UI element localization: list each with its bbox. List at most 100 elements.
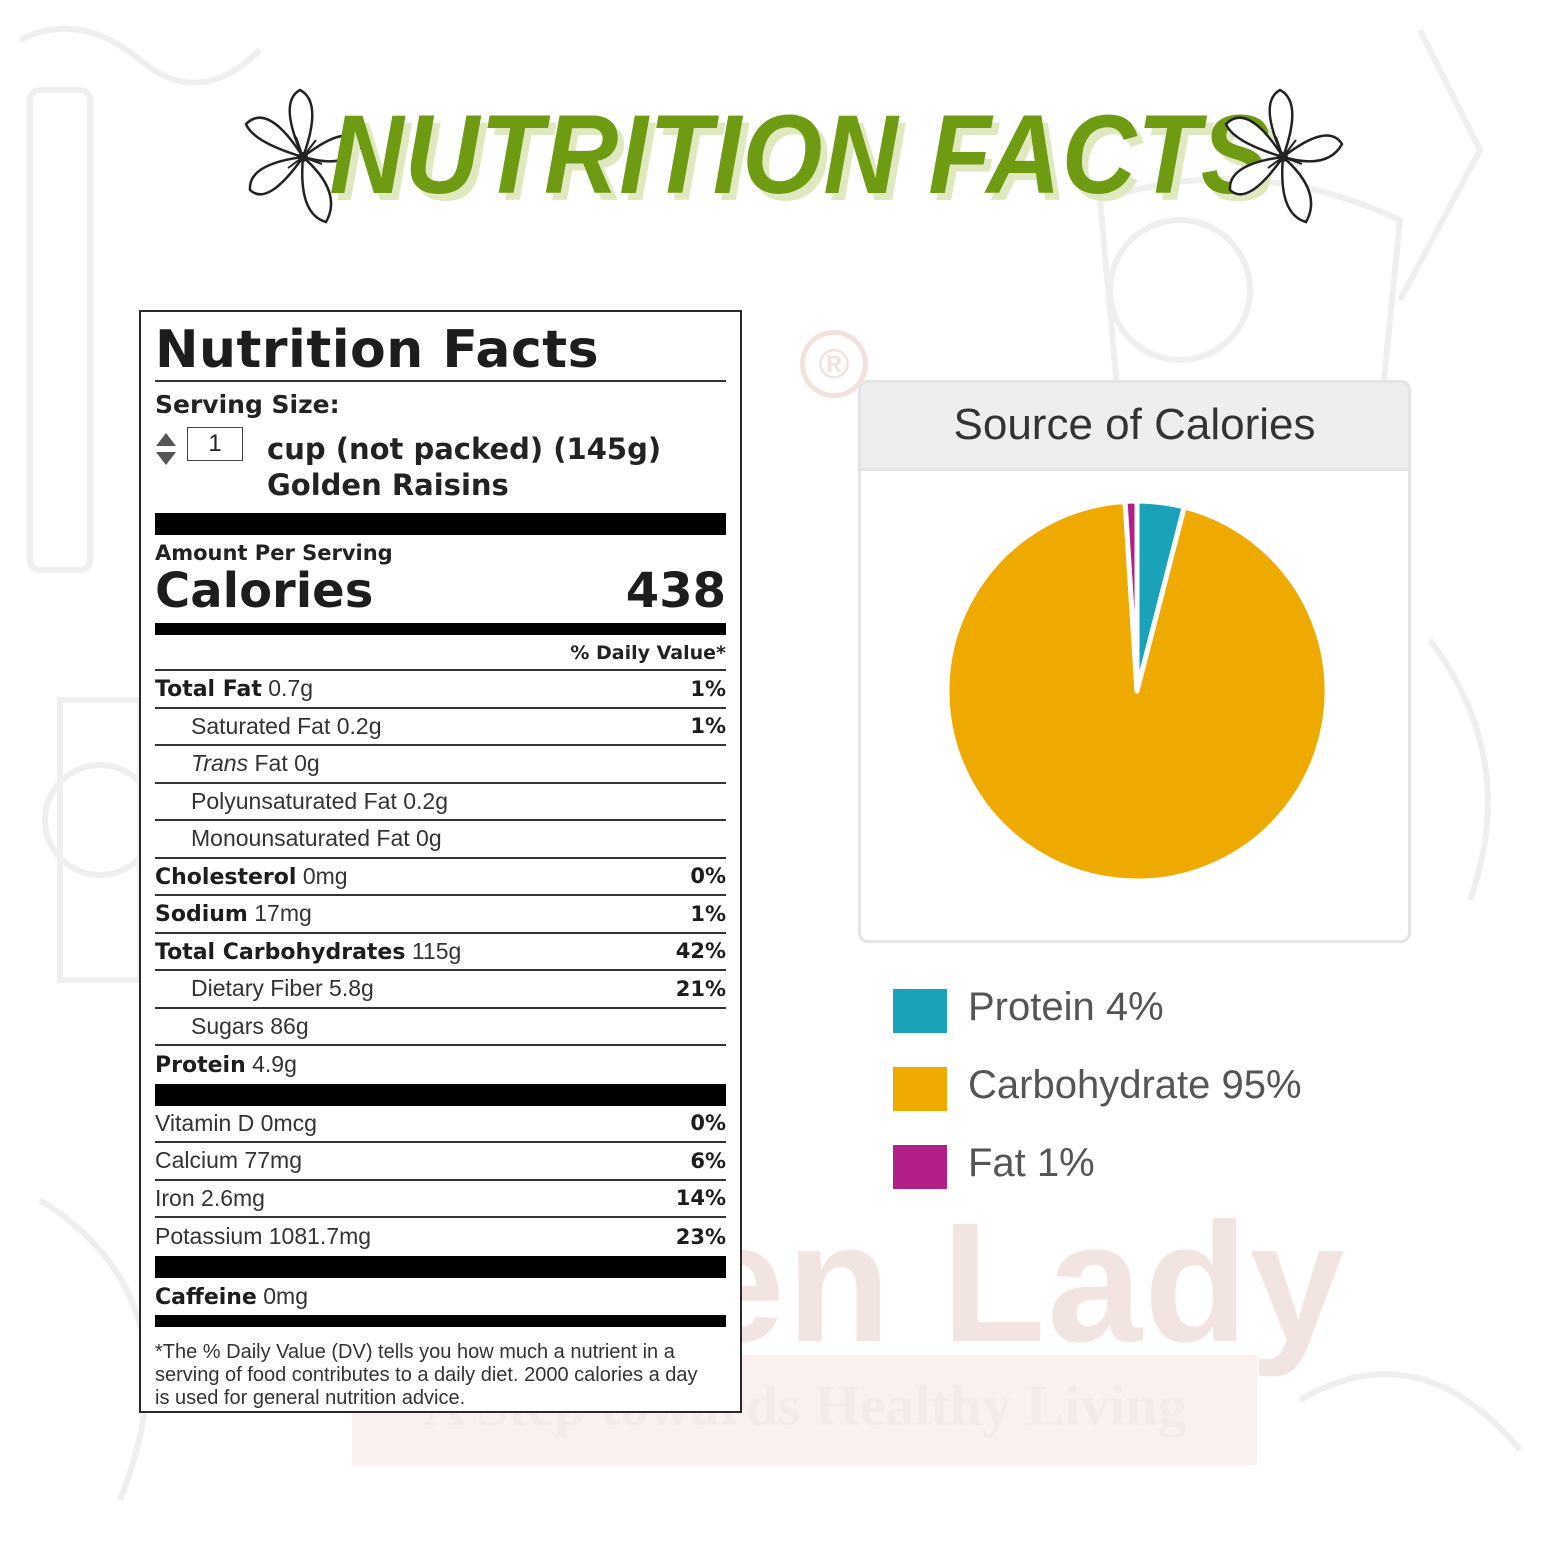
vitamin-row: Vitamin D 0mcg 0% — [155, 1106, 726, 1143]
nutrient-name: Cholesterol — [155, 864, 297, 890]
nutrient-name: Sodium — [155, 902, 248, 928]
vitamin-label: Iron 2.6mg — [155, 1185, 265, 1212]
nutrient-label: Total Carbohydrates 115g — [155, 938, 461, 965]
nutrient-row: Saturated Fat 0.2g 1% — [155, 709, 726, 746]
nutrient-amount: 0g — [294, 750, 320, 777]
nutrient-label: Sodium 17mg — [155, 900, 312, 927]
nutrient-amount: 0.2g — [403, 787, 448, 814]
nutrient-row-caffeine: Caffeine 0mg — [155, 1278, 726, 1316]
calories-value: 438 — [625, 563, 726, 619]
pie-slice-fat — [1122, 498, 1140, 694]
medium-divider — [155, 1315, 726, 1327]
daily-value-percent: 42% — [675, 939, 726, 964]
thick-divider — [155, 1255, 726, 1278]
nutrient-label: Caffeine 0mg — [155, 1283, 308, 1310]
legend-label: Protein 4% — [968, 985, 1164, 1029]
quantity-spinner-icon[interactable] — [155, 431, 177, 467]
nutrient-name: Total Carbohydrates — [155, 939, 406, 965]
flower-icon — [1224, 88, 1344, 224]
medium-divider — [155, 623, 726, 635]
nutrient-amount: 0mg — [302, 862, 348, 889]
serving-description: cup (not packed) (145g) Golden Raisins — [267, 431, 661, 503]
page-title: NUTRITION FACTS — [329, 92, 1271, 217]
daily-value-percent: 1% — [690, 676, 726, 701]
nutrient-row: Dietary Fiber 5.8g 21% — [155, 971, 726, 1009]
pie-chart — [944, 498, 1330, 884]
divider — [155, 380, 726, 382]
nutrient-label: Polyunsaturated Fat 0.2g — [155, 788, 448, 815]
nutrient-name: Dietary Fiber — [191, 975, 323, 1002]
vitamin-amount: 2.6mg — [201, 1184, 265, 1211]
nutrient-label: Cholesterol 0mg — [155, 863, 348, 890]
nutrient-row: Protein 4.9g — [155, 1046, 726, 1084]
nutrient-name: Caffeine — [155, 1284, 257, 1310]
serving-size-label: Serving Size: — [155, 390, 340, 419]
nutrient-label: Saturated Fat 0.2g — [155, 713, 382, 740]
daily-value-percent: 1% — [690, 714, 726, 739]
vitamin-row: Calcium 77mg 6% — [155, 1143, 726, 1181]
vitamin-name: Calcium — [155, 1147, 239, 1174]
daily-value-footnote: *The % Daily Value (DV) tells you how mu… — [155, 1341, 698, 1409]
nutrient-label: Sugars 86g — [155, 1013, 309, 1040]
serving-unit: cup (not packed) (145g) — [267, 432, 662, 466]
registered-mark-watermark: ® — [800, 330, 868, 398]
thick-divider — [155, 513, 726, 535]
vitamin-label: Vitamin D 0mcg — [155, 1110, 317, 1137]
nutrient-amount: 17mg — [254, 900, 312, 927]
vitamin-amount: 1081.7mg — [268, 1223, 372, 1250]
calories-label: Calories — [155, 563, 374, 619]
calories-row: Calories 438 — [155, 565, 726, 617]
nutrient-name: Saturated Fat — [191, 712, 331, 739]
daily-value-percent: 23% — [675, 1224, 726, 1249]
nutrient-name: Total Fat — [155, 677, 262, 703]
vitamin-label: Potassium 1081.7mg — [155, 1223, 371, 1250]
serving-quantity-input[interactable]: 1 — [187, 427, 243, 461]
nutrient-label: Trans Fat 0g — [155, 750, 320, 777]
flower-icon — [244, 88, 364, 224]
nutrient-name: Monounsaturated Fat — [191, 825, 410, 852]
vitamin-list: Vitamin D 0mcg 0% Calcium 77mg 6% Iron 2.6mg… — [155, 1106, 726, 1256]
nutrient-name-suffix: Fat — [254, 750, 288, 777]
daily-value-percent: 21% — [675, 976, 726, 1001]
nutrient-amount: 0mg — [263, 1282, 308, 1309]
nutrient-label: Protein 4.9g — [155, 1051, 297, 1078]
nutrient-name: Trans — [191, 750, 249, 777]
nutrient-row: Total Fat 0.7g 1% — [155, 671, 726, 709]
nutrient-name: Polyunsaturated Fat — [191, 787, 397, 814]
nutrient-amount: 0.2g — [336, 712, 382, 739]
nutrient-row: Total Carbohydrates 115g 42% — [155, 934, 726, 971]
nutrient-row: Sodium 17mg 1% — [155, 896, 726, 934]
brand-watermark: en Lady — [690, 1188, 1347, 1378]
legend-label: Carbohydrate 95% — [968, 1063, 1302, 1107]
nutrient-amount: 0g — [416, 825, 442, 852]
daily-value-header: % Daily Value* — [155, 635, 726, 671]
vitamin-name: Potassium — [155, 1223, 263, 1250]
vitamin-row: Iron 2.6mg 14% — [155, 1181, 726, 1218]
calorie-source-chart: Source of Calories — [858, 380, 1411, 943]
daily-value-percent: 6% — [690, 1148, 726, 1173]
vitamin-row: Potassium 1081.7mg 23% — [155, 1218, 726, 1256]
nutrient-amount: 115g — [411, 937, 462, 964]
vitamin-amount: 0mcg — [260, 1109, 317, 1136]
vitamin-amount: 77mg — [244, 1147, 303, 1174]
serving-row: 1 cup (not packed) (145g) Golden Raisins — [155, 419, 726, 503]
nutrient-label: Dietary Fiber 5.8g — [155, 975, 374, 1002]
legend-label: Fat 1% — [968, 1141, 1095, 1185]
amount-per-serving: Amount Per Serving — [155, 541, 393, 565]
nutrient-amount: 86g — [270, 1012, 309, 1039]
legend-swatch — [893, 1145, 947, 1189]
thick-divider — [155, 1083, 726, 1106]
nutrient-list: Total Fat 0.7g 1% Saturated Fat 0.2g 1% Tran… — [155, 671, 726, 1084]
nutrient-row: Sugars 86g — [155, 1009, 726, 1046]
nutrient-amount: 0.7g — [268, 675, 314, 702]
nutrient-row: Monounsaturated Fat 0g — [155, 821, 726, 859]
nutrient-label: Monounsaturated Fat 0g — [155, 825, 442, 852]
daily-value-percent: 14% — [675, 1186, 726, 1211]
nutrient-name: Sugars — [191, 1012, 264, 1039]
chart-title: Source of Calories — [861, 383, 1408, 471]
nutrient-row: Trans Fat 0g — [155, 746, 726, 784]
nutrient-row: Polyunsaturated Fat 0.2g — [155, 784, 726, 821]
nutrient-row: Cholesterol 0mg 0% — [155, 859, 726, 896]
nutrition-label: Nutrition Facts Serving Size: 1 cup (not… — [139, 310, 742, 1413]
label-title: Nutrition Facts — [155, 320, 600, 380]
